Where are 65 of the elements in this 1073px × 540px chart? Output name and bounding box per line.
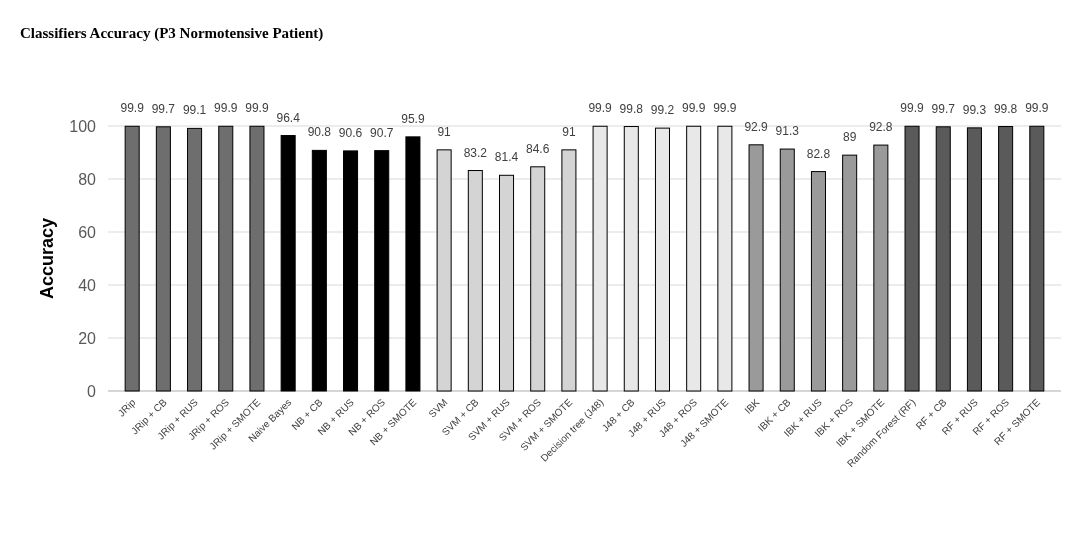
bar [1029,125,1045,392]
data-label: 99.9 [1025,101,1049,116]
data-label: 99.9 [682,101,706,116]
data-label: 99.9 [713,101,737,116]
x-tick-label: JRip [115,396,138,419]
y-tick-label: 100 [69,117,97,135]
chart-title: Classifiers Accuracy (P3 Normotensive Patient) [20,25,324,42]
data-label: 99.9 [588,101,613,116]
y-tick-label: 80 [78,170,97,188]
bar [124,125,140,392]
data-label: 95.9 [401,111,425,126]
data-label: 99.3 [962,102,987,117]
bar [405,136,421,392]
data-label: 83.2 [463,145,488,160]
data-label: 99.2 [650,103,675,118]
bar [873,144,889,392]
bar [748,144,764,392]
data-label: 91.3 [775,124,800,139]
data-label: 99.9 [214,101,238,116]
data-label: 99.7 [151,101,176,116]
bar [218,125,234,392]
data-label: 81.4 [494,150,519,165]
data-label: 91 [437,124,452,139]
data-label: 96.4 [276,110,301,125]
bar [311,149,327,392]
bar [280,135,296,392]
data-label: 99.1 [182,103,207,118]
data-label: 99.8 [993,101,1018,116]
bar [249,125,265,392]
y-tick-label: 60 [78,223,97,241]
bar [686,125,702,392]
bar [654,127,671,392]
data-label: 99.7 [931,101,956,116]
bar [717,125,733,392]
data-label: 99.9 [900,101,925,116]
data-label: 99.8 [619,101,644,116]
y-tick-label: 20 [78,329,97,347]
x-tick-label: IBK [742,396,762,416]
bar [966,127,982,392]
data-label: 90.6 [338,125,363,140]
y-axis-title: Accuracy [37,217,57,300]
bar [998,126,1014,392]
bar [810,171,826,392]
data-label: 89 [842,130,857,145]
data-label: 82.8 [806,146,831,161]
data-label: 84.6 [526,141,550,156]
bar [187,127,203,392]
bar [935,126,951,392]
data-label: 92.9 [744,119,769,134]
data-label: 92.8 [869,120,893,135]
y-tick-label: 40 [78,276,97,294]
bar [343,150,359,392]
data-label: 99.9 [120,101,145,116]
data-label: 90.8 [307,125,332,140]
bar [779,148,795,392]
data-label: 90.7 [370,125,394,140]
y-tick-label: 0 [87,382,97,400]
bar [592,125,608,392]
data-label: 99.9 [245,101,269,116]
bar [155,126,171,392]
bar [374,150,390,392]
data-label: 91 [562,124,576,139]
bar [842,154,858,392]
bar [904,125,920,392]
bar [623,126,639,392]
